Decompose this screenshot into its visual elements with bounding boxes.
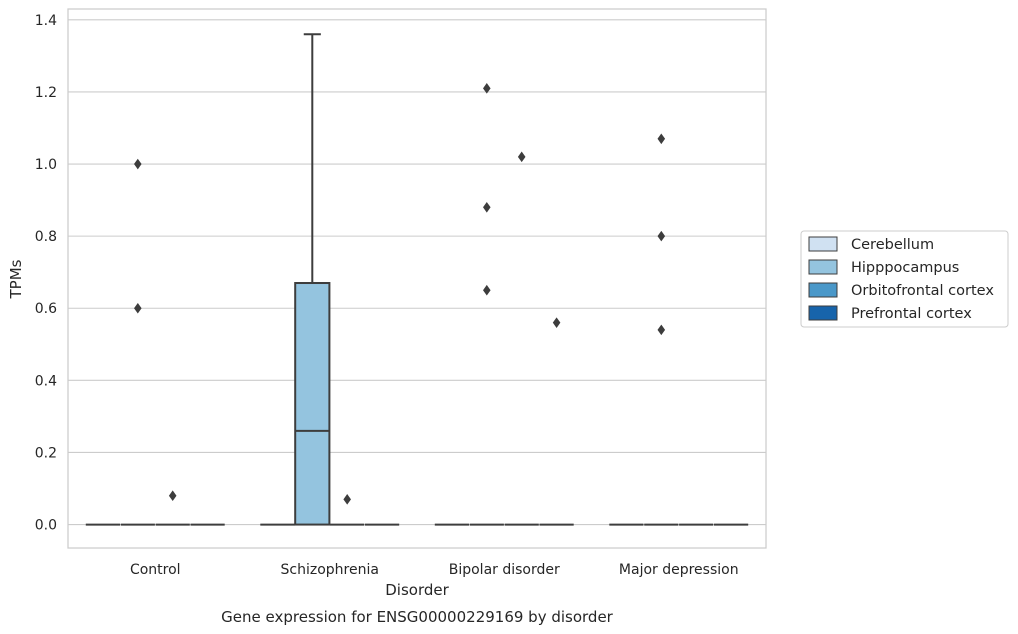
plot-frame — [67, 8, 767, 549]
legend-frame — [800, 230, 1009, 328]
y-tick-label: 1.4 — [35, 13, 57, 29]
box — [294, 282, 331, 526]
legend-item: Hipppocampus — [808, 259, 959, 276]
legend-item: Orbitofrontal cortex — [808, 282, 994, 299]
legend-item: Prefrontal cortex — [808, 305, 972, 322]
legend-label: Orbitofrontal cortex — [851, 283, 994, 299]
box-plots — [85, 33, 749, 526]
box-plot — [294, 33, 331, 526]
x-tick-label: Major depression — [619, 562, 739, 578]
outlier-point — [483, 284, 491, 296]
legend-items: Cerebellum Hipppocampus Orbitofrontal cort… — [808, 236, 994, 322]
legend-item: Cerebellum — [808, 236, 934, 253]
x-axis-label: Disorder — [385, 581, 449, 599]
outlier-point — [168, 490, 177, 502]
outlier-point — [134, 158, 142, 170]
y-tick-label: 0.6 — [35, 301, 57, 317]
legend-swatch — [808, 236, 838, 252]
outlier-point — [657, 133, 666, 145]
legend-swatch — [808, 259, 838, 275]
outlier-point — [134, 302, 142, 314]
legend-label: Prefrontal cortex — [851, 306, 972, 322]
y-tick-label: 0.8 — [35, 229, 57, 245]
y-tick-label: 1.2 — [35, 85, 57, 101]
outlier-point — [552, 317, 561, 328]
legend-label: Hipppocampus — [851, 260, 959, 276]
outlier-points — [134, 83, 666, 505]
x-tick-label: Schizophrenia — [281, 562, 379, 578]
outlier-point — [517, 151, 526, 163]
y-tick-label: 0.2 — [35, 445, 57, 461]
outlier-point — [483, 202, 491, 213]
y-tick-label: 1.0 — [35, 157, 57, 173]
y-tick-labels: 0.0 0.2 0.4 0.6 0.8 1.0 1.2 1.4 — [35, 13, 57, 534]
x-tick-label: Bipolar disorder — [449, 562, 560, 578]
legend: Cerebellum Hipppocampus Orbitofrontal cort… — [800, 230, 1009, 328]
y-tick-label: 0.4 — [35, 373, 57, 389]
outlier-point — [343, 494, 351, 505]
legend-swatch — [808, 305, 838, 321]
outlier-point — [483, 83, 491, 94]
legend-label: Cerebellum — [851, 237, 934, 253]
x-tick-labels: Control Schizophrenia Bipolar disorder Majo… — [130, 562, 739, 578]
outlier-point — [657, 230, 666, 242]
outlier-point — [657, 324, 666, 336]
y-tick-label: 0.0 — [35, 518, 57, 534]
y-axis-label: TPMs — [7, 259, 25, 299]
x-tick-label: Control — [130, 562, 181, 578]
legend-swatch — [808, 282, 838, 298]
chart-caption: Gene expression for ENSG00000229169 by d… — [221, 608, 614, 626]
plot-area — [68, 9, 766, 548]
grid-lines — [68, 19, 766, 526]
